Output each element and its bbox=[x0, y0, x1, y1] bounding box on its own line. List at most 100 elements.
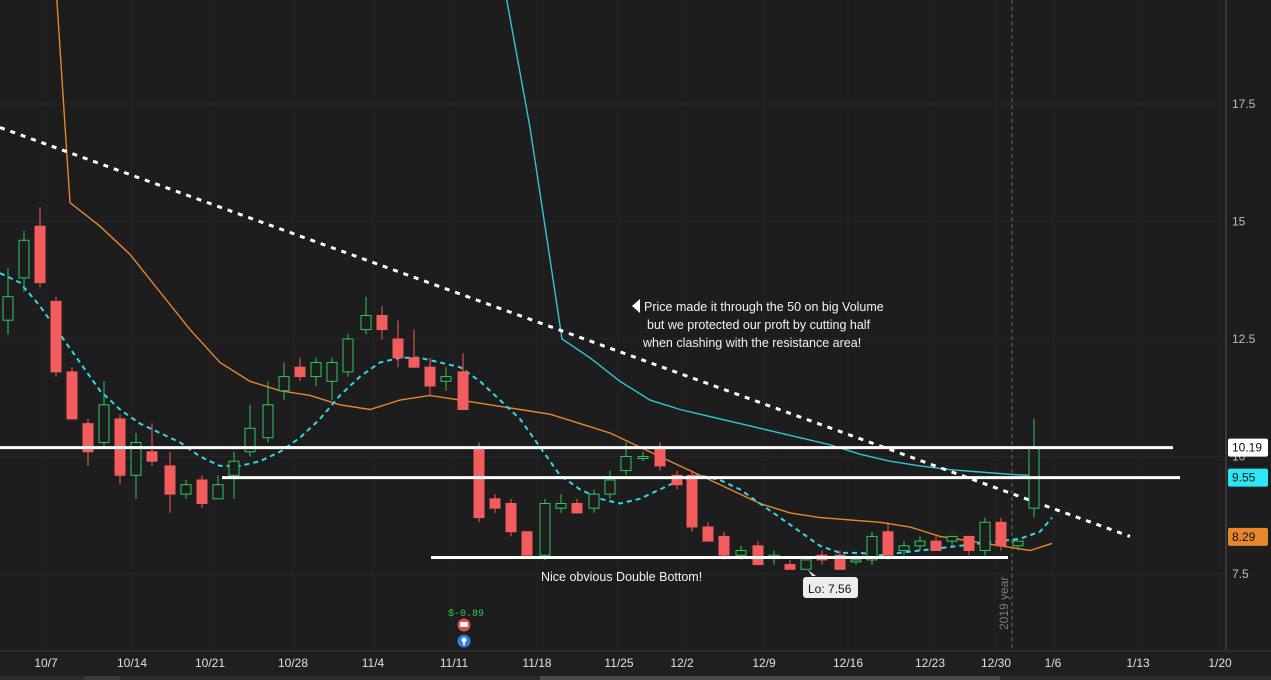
price-badge-label: 10.19 bbox=[1232, 441, 1262, 455]
earnings-icon[interactable] bbox=[457, 618, 471, 632]
support-resistance-lines[interactable] bbox=[0, 446, 1180, 560]
candle[interactable] bbox=[1012, 540, 1024, 551]
candle[interactable] bbox=[440, 367, 452, 391]
sma-orange-line bbox=[56, 0, 1053, 552]
candle-body bbox=[66, 371, 78, 420]
candle[interactable] bbox=[164, 451, 176, 513]
candle[interactable] bbox=[800, 559, 812, 570]
candle[interactable] bbox=[228, 451, 240, 499]
candle-body bbox=[620, 456, 632, 472]
candle-body bbox=[408, 357, 420, 368]
y-tick-label: 17.5 bbox=[1232, 97, 1256, 111]
candle[interactable] bbox=[262, 381, 274, 443]
candle-body bbox=[278, 376, 290, 392]
time-axis[interactable]: 10/7 10/14 10/21 10/28 11/4 11/11 11/18 11/25 12… bbox=[34, 656, 1232, 670]
candle-body bbox=[310, 362, 322, 378]
candle-body bbox=[555, 503, 567, 509]
x-tick-label: 12/30 bbox=[981, 656, 1011, 670]
candle[interactable] bbox=[360, 296, 372, 335]
candle[interactable] bbox=[473, 442, 485, 523]
candle[interactable] bbox=[752, 541, 764, 566]
low-label-pointer bbox=[808, 570, 816, 576]
candle[interactable] bbox=[539, 498, 551, 560]
candle-body bbox=[946, 535, 958, 542]
candle-body bbox=[130, 441, 142, 476]
candle-body bbox=[164, 465, 176, 495]
candle[interactable] bbox=[555, 494, 567, 513]
candle[interactable] bbox=[98, 381, 110, 448]
candle[interactable] bbox=[718, 531, 730, 560]
candle-body bbox=[784, 564, 796, 570]
candle[interactable] bbox=[521, 531, 533, 556]
candle[interactable] bbox=[604, 470, 616, 499]
descending-trendline[interactable] bbox=[0, 126, 1131, 538]
candle[interactable] bbox=[376, 306, 388, 339]
candle-body bbox=[866, 535, 878, 561]
candle[interactable] bbox=[898, 541, 910, 556]
resistance-note-line-2: but we protected our proft by cutting ha… bbox=[647, 318, 871, 332]
resistance-note-line-1: Price made it through the 50 on big Volu… bbox=[644, 300, 884, 314]
candle-body bbox=[800, 559, 812, 570]
candle[interactable] bbox=[784, 559, 796, 570]
candle-body bbox=[440, 376, 452, 382]
candle-body bbox=[963, 535, 975, 552]
candle[interactable] bbox=[686, 470, 698, 532]
candle[interactable] bbox=[963, 535, 975, 556]
info-bulb-icon[interactable] bbox=[457, 634, 471, 648]
candle[interactable] bbox=[342, 334, 354, 377]
candle[interactable] bbox=[392, 320, 404, 368]
candle-body bbox=[244, 427, 256, 453]
candle[interactable] bbox=[196, 475, 208, 509]
candle[interactable] bbox=[82, 418, 94, 466]
candle[interactable] bbox=[18, 230, 30, 292]
candle-body bbox=[979, 521, 991, 551]
x-tick-label: 11/11 bbox=[440, 656, 469, 670]
candle-body bbox=[326, 362, 338, 382]
candle[interactable] bbox=[424, 357, 436, 396]
candle[interactable] bbox=[278, 362, 290, 401]
candle[interactable] bbox=[946, 535, 958, 546]
candle[interactable] bbox=[50, 296, 62, 377]
candle[interactable] bbox=[702, 522, 714, 542]
scrollbar-segment-left[interactable] bbox=[84, 676, 120, 680]
candle[interactable] bbox=[505, 498, 517, 537]
candle[interactable] bbox=[914, 536, 926, 551]
candle[interactable] bbox=[2, 268, 14, 335]
candle[interactable] bbox=[326, 357, 338, 401]
candle[interactable] bbox=[979, 517, 991, 556]
candle[interactable] bbox=[866, 531, 878, 565]
candle[interactable] bbox=[571, 498, 583, 514]
candle[interactable] bbox=[114, 414, 126, 485]
candle[interactable] bbox=[834, 550, 846, 570]
candle-body bbox=[914, 540, 926, 547]
candle[interactable] bbox=[66, 367, 78, 420]
candle[interactable] bbox=[882, 522, 894, 560]
resistance-note-line-3: when clashing with the resistance area! bbox=[642, 336, 861, 350]
candle-body bbox=[212, 484, 224, 500]
candle[interactable] bbox=[34, 207, 46, 288]
candle[interactable] bbox=[180, 480, 192, 499]
candle-body bbox=[539, 503, 551, 556]
candle[interactable] bbox=[930, 536, 942, 551]
candle[interactable] bbox=[294, 357, 306, 382]
candle[interactable] bbox=[130, 433, 142, 499]
candle[interactable] bbox=[146, 423, 158, 466]
candle[interactable] bbox=[489, 494, 501, 513]
scrollbar-thumb[interactable] bbox=[540, 676, 1000, 680]
candle-body bbox=[50, 300, 62, 373]
candle[interactable] bbox=[671, 470, 683, 490]
candle-body bbox=[146, 451, 158, 462]
candle[interactable] bbox=[212, 475, 224, 500]
x-tick-label: 12/9 bbox=[752, 656, 776, 670]
candle[interactable] bbox=[408, 329, 420, 368]
time-axis-background bbox=[0, 651, 1271, 680]
x-tick-label: 11/25 bbox=[604, 656, 633, 670]
candle[interactable] bbox=[995, 517, 1007, 551]
candle[interactable] bbox=[457, 353, 469, 410]
candle[interactable] bbox=[588, 489, 600, 513]
candle[interactable] bbox=[310, 357, 322, 386]
candle[interactable] bbox=[637, 451, 649, 462]
candle-body bbox=[521, 531, 533, 556]
